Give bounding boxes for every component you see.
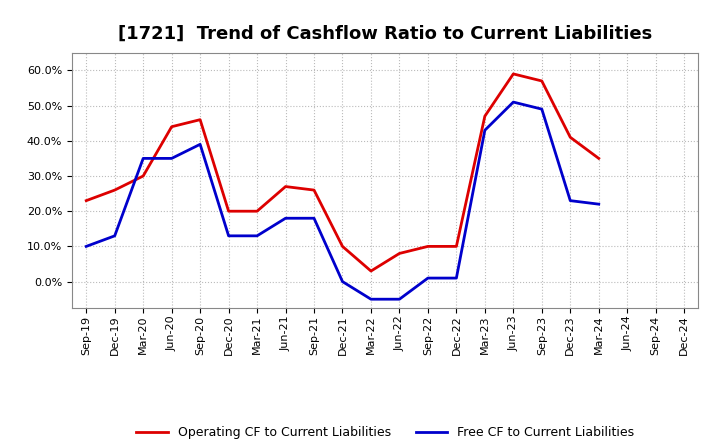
Operating CF to Current Liabilities — [366, 268, 375, 274]
Operating CF to Current Liabilities — [480, 114, 489, 119]
Free CF to Current Liabilities — [225, 233, 233, 238]
Operating CF to Current Liabilities — [82, 198, 91, 203]
Line: Operating CF to Current Liabilities: Operating CF to Current Liabilities — [86, 74, 599, 271]
Line: Free CF to Current Liabilities: Free CF to Current Liabilities — [86, 102, 599, 299]
Free CF to Current Liabilities — [310, 216, 318, 221]
Operating CF to Current Liabilities — [110, 187, 119, 193]
Operating CF to Current Liabilities — [537, 78, 546, 84]
Free CF to Current Liabilities — [566, 198, 575, 203]
Free CF to Current Liabilities — [253, 233, 261, 238]
Operating CF to Current Liabilities — [452, 244, 461, 249]
Free CF to Current Liabilities — [366, 297, 375, 302]
Free CF to Current Liabilities — [509, 99, 518, 105]
Operating CF to Current Liabilities — [395, 251, 404, 256]
Operating CF to Current Liabilities — [310, 187, 318, 193]
Operating CF to Current Liabilities — [139, 173, 148, 179]
Operating CF to Current Liabilities — [225, 209, 233, 214]
Title: [1721]  Trend of Cashflow Ratio to Current Liabilities: [1721] Trend of Cashflow Ratio to Curren… — [118, 25, 652, 43]
Operating CF to Current Liabilities — [196, 117, 204, 122]
Operating CF to Current Liabilities — [595, 156, 603, 161]
Operating CF to Current Liabilities — [167, 124, 176, 129]
Free CF to Current Liabilities — [196, 142, 204, 147]
Free CF to Current Liabilities — [282, 216, 290, 221]
Free CF to Current Liabilities — [452, 275, 461, 281]
Operating CF to Current Liabilities — [423, 244, 432, 249]
Free CF to Current Liabilities — [423, 275, 432, 281]
Free CF to Current Liabilities — [338, 279, 347, 284]
Free CF to Current Liabilities — [595, 202, 603, 207]
Free CF to Current Liabilities — [395, 297, 404, 302]
Free CF to Current Liabilities — [167, 156, 176, 161]
Free CF to Current Liabilities — [480, 128, 489, 133]
Free CF to Current Liabilities — [110, 233, 119, 238]
Operating CF to Current Liabilities — [566, 135, 575, 140]
Operating CF to Current Liabilities — [282, 184, 290, 189]
Free CF to Current Liabilities — [139, 156, 148, 161]
Legend: Operating CF to Current Liabilities, Free CF to Current Liabilities: Operating CF to Current Liabilities, Fre… — [131, 422, 639, 440]
Operating CF to Current Liabilities — [509, 71, 518, 77]
Operating CF to Current Liabilities — [338, 244, 347, 249]
Free CF to Current Liabilities — [82, 244, 91, 249]
Free CF to Current Liabilities — [537, 106, 546, 112]
Operating CF to Current Liabilities — [253, 209, 261, 214]
